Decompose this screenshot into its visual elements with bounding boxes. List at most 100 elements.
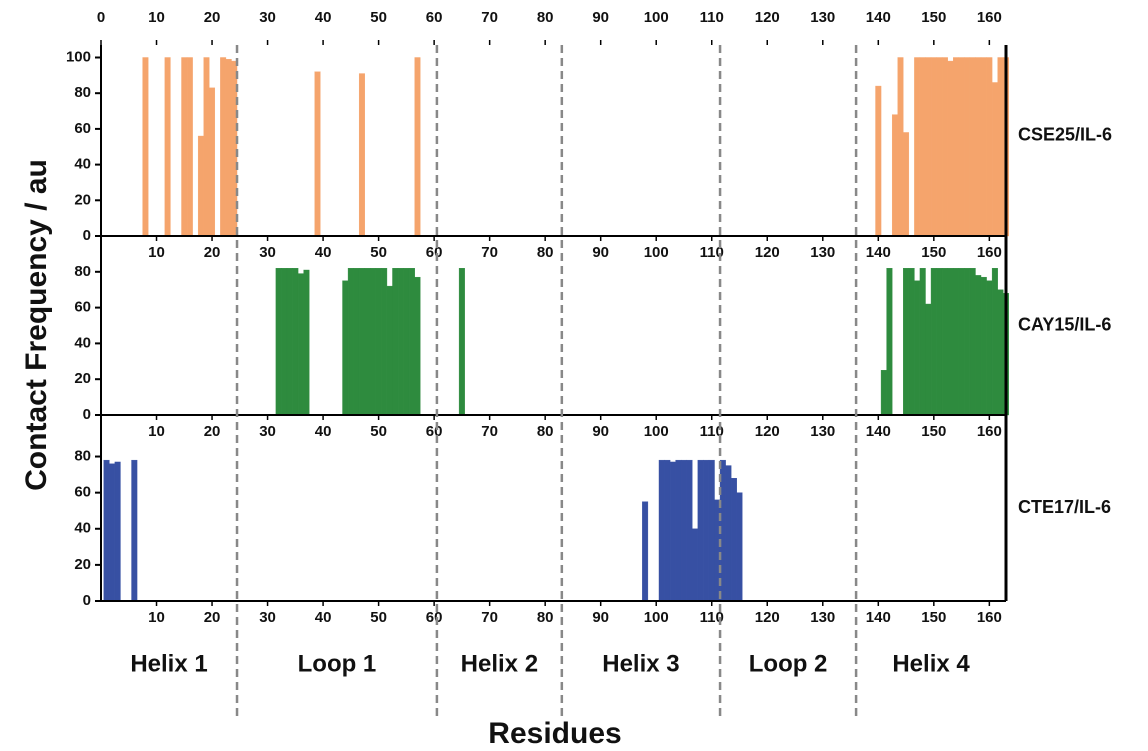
bar (197, 135, 204, 237)
bar (414, 276, 421, 416)
bar (669, 461, 676, 602)
x-tick-label: 130 (810, 609, 835, 626)
x-tick-label: 150 (921, 609, 946, 626)
bar (697, 459, 704, 602)
x-tick-label: 110 (700, 609, 724, 626)
x-tick-label: 60 (426, 244, 443, 261)
y-tick-label: 40 (74, 520, 91, 537)
x-tick-label: 50 (370, 423, 387, 440)
x-tick-label: 140 (866, 423, 891, 440)
y-tick-label: 80 (74, 84, 91, 101)
bar (908, 268, 915, 416)
x-tick-label: 90 (592, 423, 609, 440)
x-tick-label: 110 (700, 423, 724, 440)
bar (103, 459, 110, 602)
x-tick-label: 90 (592, 609, 609, 626)
bar (370, 268, 377, 416)
x2-tick-label: 40 (315, 9, 332, 26)
x-tick-label: 60 (426, 609, 443, 626)
y-tick-label: 60 (74, 299, 91, 316)
bar (358, 73, 365, 237)
x2-tick-label: 50 (370, 9, 387, 26)
y-tick-label: 60 (74, 120, 91, 137)
bar (708, 459, 715, 602)
x-tick-label: 100 (644, 609, 669, 626)
bar (930, 268, 937, 416)
y-tick-label: 80 (74, 263, 91, 280)
x2-tick-label: 20 (204, 9, 221, 26)
bar (925, 303, 932, 416)
bar (686, 459, 693, 602)
bar (986, 57, 993, 237)
y-tick-label: 80 (74, 448, 91, 465)
bar (392, 268, 399, 416)
x2-tick-label: 30 (259, 9, 276, 26)
x-tick-label: 10 (148, 609, 165, 626)
bar (297, 273, 304, 416)
x-tick-label: 140 (866, 244, 891, 261)
x-tick-label: 160 (977, 609, 1002, 626)
bar (314, 71, 321, 237)
x-tick-label: 70 (481, 244, 498, 261)
region-label: Helix 4 (892, 650, 970, 677)
x2-tick-label: 140 (866, 9, 891, 26)
y-tick-label: 0 (83, 227, 91, 244)
series-label: CSE25/IL-6 (1018, 124, 1112, 144)
x-tick-label: 20 (204, 423, 221, 440)
x-tick-label: 100 (644, 423, 669, 440)
region-label: Helix 3 (602, 650, 679, 677)
y-tick-label: 60 (74, 484, 91, 501)
series-label: CTE17/IL-6 (1018, 497, 1111, 517)
bar (358, 268, 365, 416)
bar (381, 268, 388, 416)
bar (914, 280, 921, 416)
x-tick-label: 90 (592, 244, 609, 261)
x-tick-label: 130 (810, 244, 835, 261)
x2-tick-label: 110 (700, 9, 724, 26)
x-tick-label: 30 (259, 609, 276, 626)
bar (953, 268, 960, 416)
bar (675, 459, 682, 602)
x-tick-label: 10 (148, 423, 165, 440)
x-tick-label: 40 (315, 609, 332, 626)
bar (914, 57, 921, 237)
x2-tick-label: 90 (592, 9, 609, 26)
bar (897, 57, 904, 237)
bar (903, 268, 910, 416)
x-axis-label: Residues (488, 717, 621, 750)
x-tick-label: 20 (204, 244, 221, 261)
bar (664, 459, 671, 602)
x-tick-label: 10 (148, 244, 165, 261)
x-tick-label: 120 (755, 609, 780, 626)
bar (131, 459, 138, 602)
bar (919, 57, 926, 237)
x2-tick-label: 0 (97, 9, 105, 26)
region-label: Loop 2 (749, 650, 828, 677)
bar (947, 60, 954, 237)
bar (975, 275, 982, 416)
x-tick-label: 30 (259, 423, 276, 440)
bar (186, 57, 193, 237)
bar (958, 268, 965, 416)
bar (964, 268, 971, 416)
bar (386, 285, 393, 416)
bar (397, 268, 404, 416)
region-label: Helix 1 (130, 650, 207, 677)
region-label: Helix 2 (461, 650, 538, 677)
x-tick-label: 150 (921, 423, 946, 440)
bar (958, 57, 965, 237)
bar (936, 268, 943, 416)
x-tick-label: 120 (755, 423, 780, 440)
bar (980, 57, 987, 237)
x2-tick-label: 70 (481, 9, 498, 26)
bar (975, 57, 982, 237)
bar (919, 268, 926, 416)
bar (142, 57, 149, 237)
bar (203, 57, 210, 237)
bar (880, 370, 887, 416)
x2-tick-label: 150 (921, 9, 946, 26)
x-tick-label: 160 (977, 423, 1002, 440)
x-tick-label: 140 (866, 609, 891, 626)
bar (941, 268, 948, 416)
